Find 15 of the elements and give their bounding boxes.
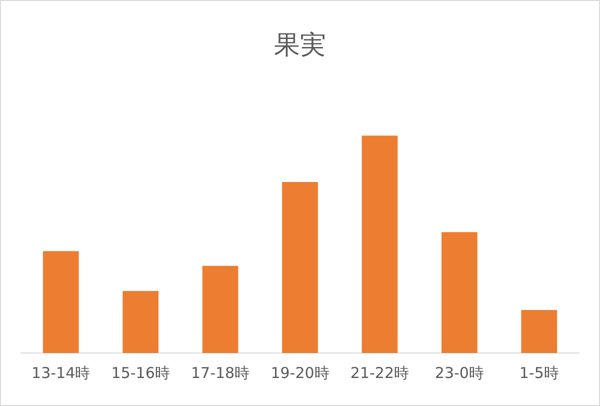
x-tick-label: 17-18時: [190, 364, 250, 382]
bar: [282, 182, 318, 353]
x-tick-label: 1-5時: [519, 364, 559, 382]
bar: [441, 232, 478, 353]
x-tick-label: 23-0時: [434, 364, 484, 382]
bar: [122, 291, 159, 353]
x-tick-label: 21-22時: [350, 364, 410, 382]
bar: [42, 251, 79, 353]
bar: [362, 136, 398, 353]
chart-title: 果実: [274, 30, 326, 60]
x-tick-label: 13-14時: [32, 364, 90, 382]
x-tick-label: 19-20時: [270, 364, 330, 382]
bar: [202, 266, 238, 353]
x-tick-label: 15-16時: [111, 364, 170, 382]
bar: [521, 310, 558, 353]
